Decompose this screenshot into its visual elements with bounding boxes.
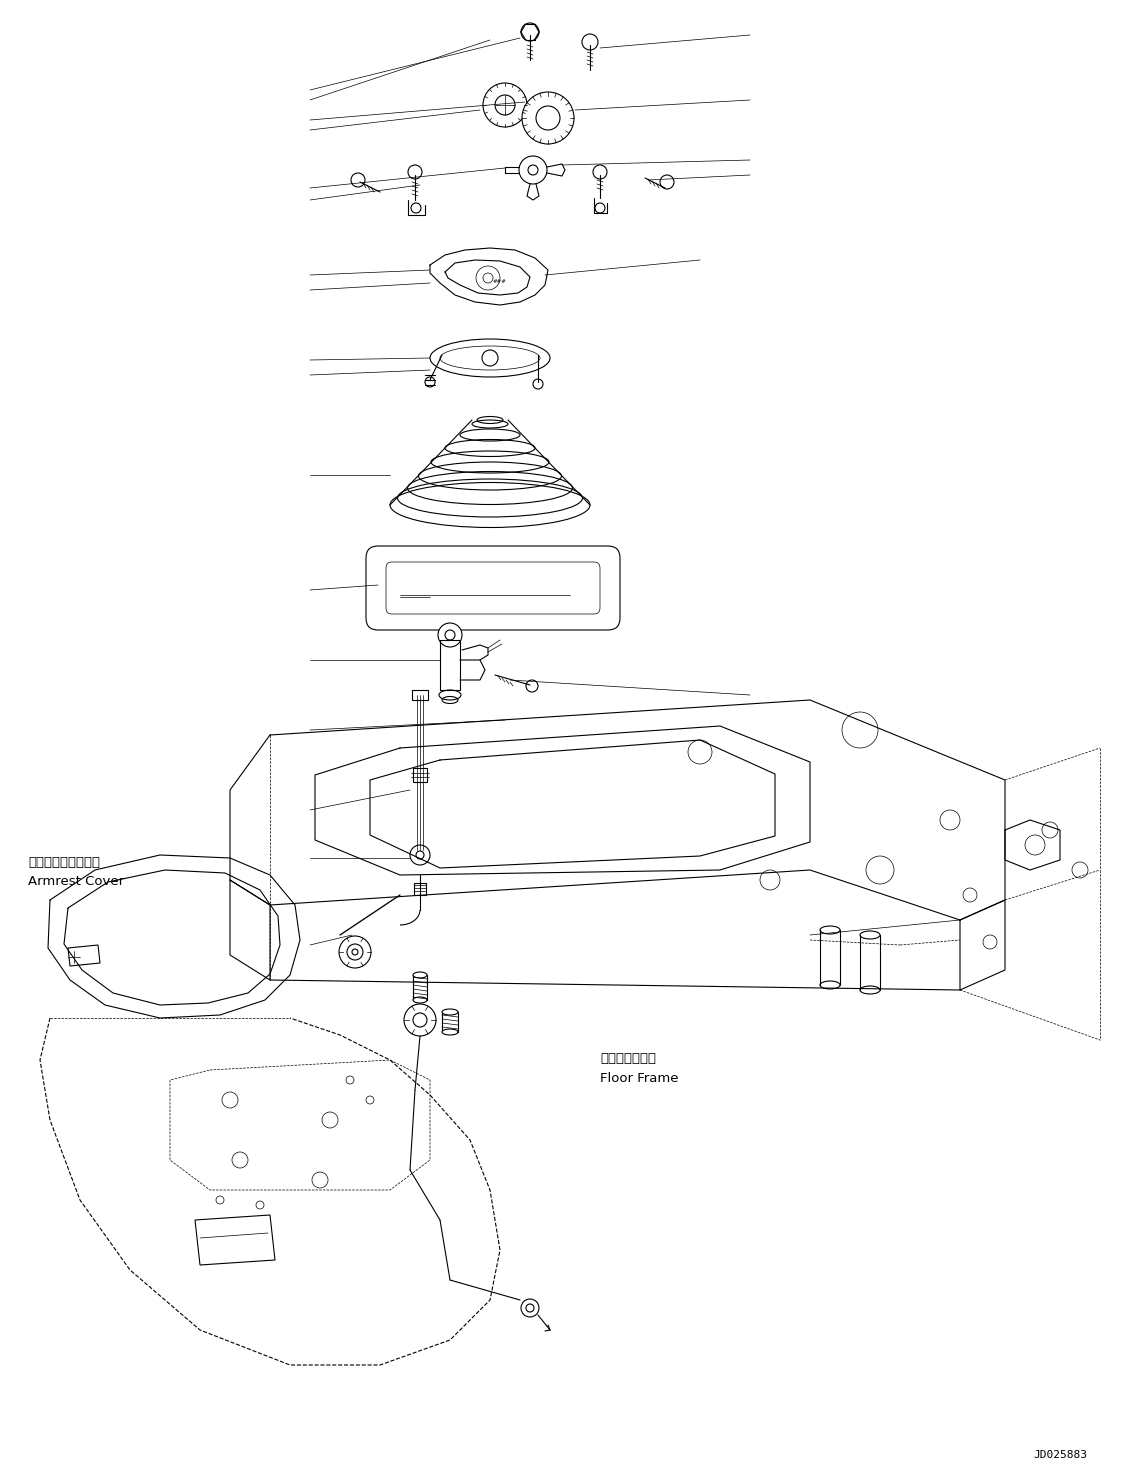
Circle shape <box>521 1299 539 1316</box>
FancyBboxPatch shape <box>366 546 620 630</box>
Circle shape <box>533 379 543 389</box>
Circle shape <box>351 173 365 186</box>
Polygon shape <box>195 1216 275 1265</box>
Circle shape <box>660 175 674 189</box>
Circle shape <box>521 24 539 41</box>
Ellipse shape <box>442 1009 458 1015</box>
Ellipse shape <box>430 339 550 377</box>
Circle shape <box>408 166 422 179</box>
Polygon shape <box>411 691 427 700</box>
Circle shape <box>519 155 547 183</box>
Text: Armrest Cover: Armrest Cover <box>27 876 125 887</box>
Ellipse shape <box>860 986 880 994</box>
Ellipse shape <box>820 981 840 989</box>
Ellipse shape <box>439 691 461 700</box>
Circle shape <box>526 680 538 692</box>
Circle shape <box>582 34 598 50</box>
Ellipse shape <box>413 997 427 1003</box>
Text: アームレストカバー: アームレストカバー <box>27 856 99 870</box>
Circle shape <box>522 92 574 143</box>
Circle shape <box>403 1004 435 1035</box>
Circle shape <box>410 845 430 865</box>
Text: フロアフレーム: フロアフレーム <box>600 1052 656 1065</box>
Text: ###: ### <box>493 280 506 284</box>
Ellipse shape <box>820 926 840 935</box>
Circle shape <box>438 623 462 646</box>
Polygon shape <box>414 883 426 895</box>
Text: JD025883: JD025883 <box>1033 1449 1087 1460</box>
Polygon shape <box>413 975 427 1000</box>
Polygon shape <box>67 945 99 966</box>
Ellipse shape <box>860 930 880 939</box>
Ellipse shape <box>413 972 427 978</box>
Circle shape <box>339 936 371 967</box>
Circle shape <box>593 166 607 179</box>
Circle shape <box>425 377 435 387</box>
Ellipse shape <box>442 1029 458 1035</box>
Circle shape <box>483 83 527 127</box>
Text: Floor Frame: Floor Frame <box>600 1072 679 1086</box>
Polygon shape <box>413 768 427 782</box>
